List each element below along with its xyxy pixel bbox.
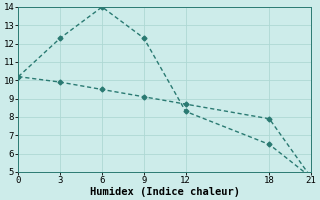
X-axis label: Humidex (Indice chaleur): Humidex (Indice chaleur) xyxy=(90,186,240,197)
